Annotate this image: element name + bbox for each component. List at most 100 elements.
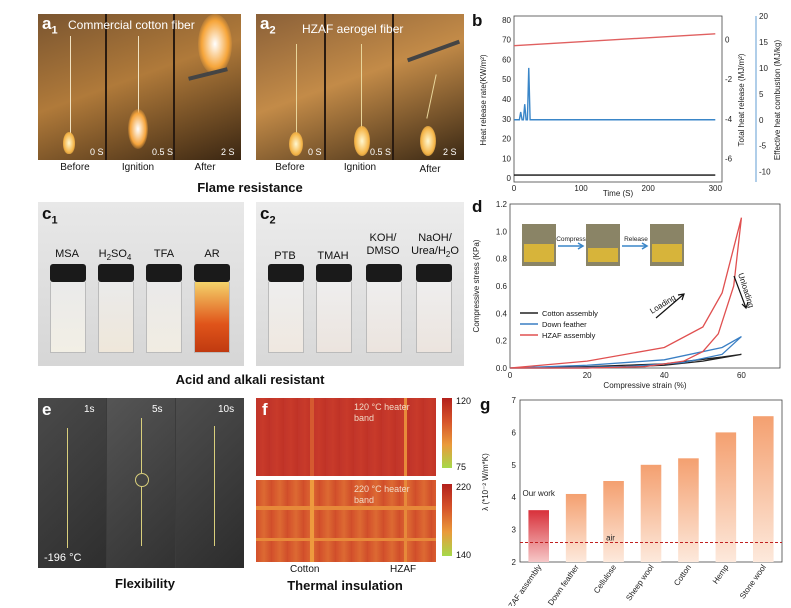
b-series-right2 (514, 67, 716, 121)
panel-a2-photo: 0 S 0.5 S 2 S (256, 14, 464, 160)
d-ytick-6: 1.2 (496, 200, 508, 209)
acid-caption: Acid and alkali resistant (175, 372, 325, 387)
g-bar-1 (565, 493, 587, 562)
panel-e-photo: e 1s 5s 10s -196 °C (38, 398, 244, 568)
d-ytick-5: 1.0 (496, 227, 508, 236)
chart-g: g 2 3 4 5 6 7 HZAF assembly Down feather Cellulo… (480, 395, 783, 606)
vial-label-naoh: NaOH/Urea/H2O (411, 232, 459, 260)
vial-msa (50, 264, 86, 353)
chart-d-ylabel: Compressive stress (KPa) (472, 239, 481, 332)
e-time-1: 1s (84, 404, 95, 415)
g-ytick-3: 5 (512, 461, 517, 470)
b-ltick-4: 40 (502, 95, 511, 104)
chart-b-ylabel-left: Heat release rate(KW/m²) (479, 54, 488, 145)
a2-time-3: 2 S (443, 147, 457, 157)
flame-caption: Flame resistance (197, 180, 303, 195)
g-bar-5 (715, 432, 737, 562)
panel-a1-photo: 0 S 0.5 S 2 S (38, 14, 241, 160)
g-category-0: HZAF assembly (503, 563, 543, 606)
panel-c1-label: c1 (42, 204, 58, 227)
panel-a1-label: a1 (42, 14, 58, 37)
d-ytick-0: 0.0 (496, 364, 508, 373)
a2-caption-ignition: Ignition (343, 162, 377, 173)
panel-a2-title: HZAF aerogel fiber (302, 22, 404, 36)
chart-b-ylabel-right1: Total heat release (MJ/m²) (737, 53, 746, 146)
vial-label-ptb: PTB (274, 250, 296, 262)
legend-down: Down feather (542, 320, 587, 329)
flexibility-caption: Flexibility (115, 576, 175, 591)
b-r2tick-4: 10 (759, 64, 768, 73)
b-xtick-0: 0 (512, 184, 517, 193)
g-bar-6 (752, 416, 774, 562)
chart-g-plot: 2 3 4 5 6 7 HZAF assembly Down feather Cellulose… (503, 396, 782, 606)
e-time-3: 10s (218, 404, 235, 415)
g-ytick-2: 4 (512, 493, 517, 502)
a1-caption-before: Before (60, 162, 90, 173)
d-xtick-3: 60 (737, 371, 746, 380)
vial-label-h2so4: H2SO4 (98, 248, 132, 263)
panel-g-label: g (480, 395, 490, 414)
legend-cotton: Cotton assembly (542, 309, 598, 318)
thermal-caption: Thermal insulation (287, 578, 403, 593)
vial-h2so4 (98, 264, 134, 353)
g-highlight-label: Our work (522, 489, 555, 498)
b-ltick-3: 30 (502, 115, 511, 124)
chart-d-plot: 0 20 40 60 0.0 0.2 0.4 0.6 0.8 1.0 1.2 (496, 200, 747, 380)
inset-release-label: Release (624, 236, 648, 243)
vial-tmah (316, 264, 352, 353)
vial-label-koh: KOH/DMSO (366, 232, 400, 257)
g-category-4: Cotton (672, 563, 693, 587)
b-r2tick-1: -5 (759, 142, 767, 151)
g-bar-3 (640, 464, 662, 562)
b-ltick-7: 70 (502, 36, 511, 45)
vial-label-tfa: TFA (153, 248, 175, 260)
b-r2tick-2: 0 (759, 116, 764, 125)
a2-time-1: 0 S (308, 147, 322, 157)
b-ltick-8: 80 (502, 16, 511, 25)
g-category-2: Cellulose (592, 563, 619, 596)
vial-koh (366, 264, 402, 353)
chart-b: b 0 100 200 30001020304050607080-6-4-20-10-… (472, 11, 782, 198)
b-r1tick-2: -2 (725, 75, 733, 84)
panel-c1-photo: c1 MSA H2SO4 TFA AR (38, 202, 244, 366)
a1-time-3: 2 S (221, 147, 235, 157)
d-ytick-4: 0.8 (496, 255, 508, 264)
b-xtick-3: 300 (709, 184, 723, 193)
b-xtick-1: 100 (574, 184, 588, 193)
b-r2tick-3: 5 (759, 90, 764, 99)
d-xtick-1: 20 (583, 371, 592, 380)
panel-b-label: b (472, 11, 482, 30)
vial-naoh (416, 264, 452, 353)
f-xlabel-cotton: Cotton (290, 564, 320, 575)
f-xlabel-hzaf: HZAF (390, 564, 417, 575)
vial-label-ar: AR (204, 248, 220, 260)
chart-d-frame (509, 203, 781, 369)
d-xtick-2: 40 (660, 371, 669, 380)
scale-top-bar (442, 398, 452, 468)
bottom-band-label: 220 °C heater band (354, 484, 410, 505)
a2-caption-after: After (419, 164, 441, 175)
panel-d-label: d (472, 197, 482, 216)
g-category-5: Hemp (711, 563, 731, 586)
e-time-2: 5s (152, 404, 163, 415)
vial-ptb (268, 264, 304, 353)
b-ltick-5: 50 (502, 75, 511, 84)
b-r2tick-5: 15 (759, 38, 768, 47)
top-band-label: 120 °C heater band (354, 402, 410, 423)
b-ltick-2: 20 (502, 135, 511, 144)
panel-c2-label: c2 (260, 204, 276, 227)
g-category-6: Stone wool (738, 563, 768, 601)
chart-d: d 0 20 40 600.00.20.40.60.81.01.2 Compress … (472, 197, 781, 390)
g-bar-0 (528, 510, 550, 562)
panel-a2-label: a2 (260, 14, 276, 37)
scale-top-max: 120 (456, 396, 472, 406)
e-temp: -196 °C (44, 552, 82, 564)
vial-label-tmah: TMAH (317, 250, 349, 262)
d-series-1 (509, 336, 742, 369)
vial-label-msa: MSA (55, 248, 79, 260)
chart-g-ylabel: λ (*10⁻² W/m*K) (481, 453, 490, 511)
b-r1tick-3: 0 (725, 36, 730, 45)
inset-sample-2 (588, 248, 618, 262)
a1-caption-ignition: Ignition (121, 162, 155, 173)
loading-arrowhead-icon (677, 293, 685, 301)
